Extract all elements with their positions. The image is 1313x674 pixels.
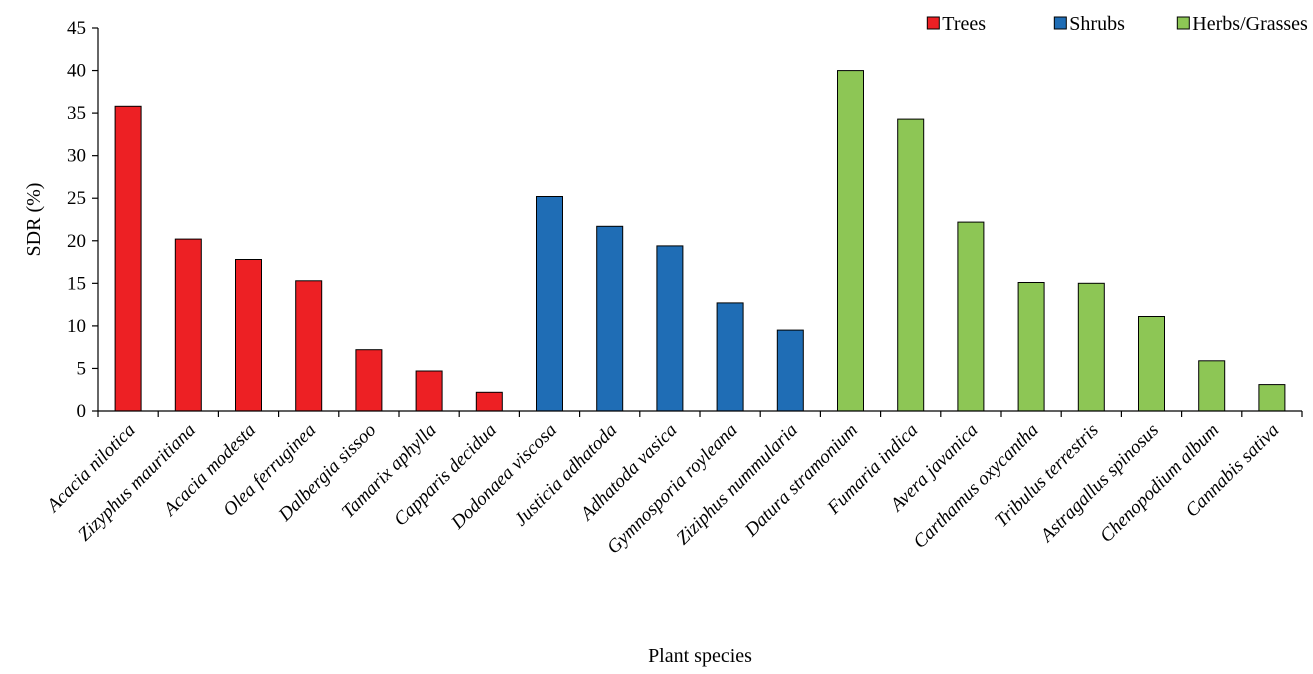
y-tick-label-2: 10 <box>67 316 86 337</box>
bar-9 <box>596 225 624 412</box>
bar-18 <box>1138 316 1165 412</box>
bar-2 <box>174 238 202 412</box>
bar-5 <box>355 349 383 412</box>
y-tick-label-9: 45 <box>67 18 86 39</box>
bar-16 <box>1017 282 1045 412</box>
y-tick-label-5: 25 <box>67 188 86 209</box>
bar-10 <box>656 245 684 412</box>
bar-6 <box>415 370 443 412</box>
y-tick-label-4: 20 <box>67 231 86 252</box>
bar-7 <box>475 391 503 412</box>
y-tick-label-7: 35 <box>67 103 86 124</box>
x-category-label-9: Justicia adhatoda <box>510 420 621 531</box>
y-tick-label-8: 40 <box>67 61 86 82</box>
bar-20 <box>1258 384 1286 412</box>
legend-swatch-1 <box>926 16 940 30</box>
bar-12 <box>776 329 804 412</box>
legend: Trees Shrubs Herbs/Grasses <box>926 13 1308 35</box>
bar-15 <box>957 221 985 412</box>
bar-14 <box>897 118 925 412</box>
y-tick-label-0: 0 <box>77 401 87 422</box>
x-category-label-7: Capparis decidua <box>390 420 501 531</box>
bar-3 <box>235 259 262 412</box>
axes-group <box>92 27 1303 417</box>
y-tick-label-3: 15 <box>67 273 86 294</box>
bars-group <box>114 70 1286 412</box>
bar-17 <box>1077 282 1105 412</box>
bar-4 <box>295 280 323 412</box>
bar-11 <box>716 302 744 412</box>
bar-19 <box>1198 360 1226 412</box>
y-axis-title: SDR (%) <box>23 183 45 257</box>
x-axis-title: Plant species <box>648 645 752 667</box>
y-tick-label-1: 5 <box>77 358 87 379</box>
legend-label-2: Shrubs <box>1069 13 1125 35</box>
y-tick-label-6: 30 <box>67 146 86 167</box>
x-category-label-8: Dodonaea viscosa <box>447 420 561 534</box>
bar-8 <box>536 196 563 412</box>
legend-label-1: Trees <box>942 13 986 35</box>
legend-label-3: Herbs/Grasses <box>1192 13 1308 35</box>
bar-1 <box>114 105 142 412</box>
x-category-label-17: Tribulus terrestris <box>991 420 1103 532</box>
y-tick-labels: 0 5 10 15 20 25 30 35 40 45 <box>67 18 86 422</box>
legend-swatch-3 <box>1176 16 1190 30</box>
x-category-label-13: Datura stramonium <box>740 420 862 542</box>
bar-13 <box>837 70 864 412</box>
legend-swatch-2 <box>1053 16 1067 30</box>
